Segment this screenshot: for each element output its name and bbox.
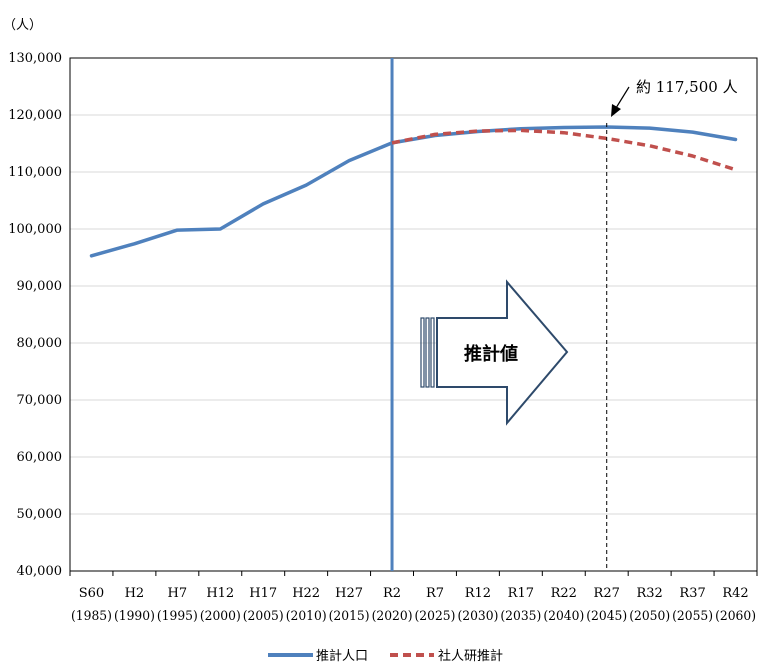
series-line bbox=[391, 128, 737, 172]
projection-arrow: 推計値 bbox=[420, 279, 569, 426]
x-tick-year: (2035) bbox=[500, 609, 541, 624]
peak-label: 約 117,500 人 bbox=[636, 78, 738, 96]
arrow-label: 推計値 bbox=[464, 343, 518, 365]
series-lines bbox=[89, 125, 738, 258]
y-tick-label: 90,000 bbox=[17, 279, 63, 294]
x-tick-label: S60 bbox=[79, 586, 104, 601]
legend-label: 社人研推計 bbox=[438, 648, 503, 662]
y-tick-label: 70,000 bbox=[17, 393, 63, 408]
legend: 推計人口 社人研推計 bbox=[268, 648, 503, 662]
x-tick-label: R22 bbox=[551, 586, 577, 601]
x-tick-label: H22 bbox=[292, 586, 320, 601]
arrow-stripe bbox=[425, 317, 430, 388]
legend-label: 推計人口 bbox=[316, 648, 368, 662]
x-tick-label: H27 bbox=[335, 586, 363, 601]
y-tick-label: 120,000 bbox=[8, 108, 62, 123]
y-tick-label: 80,000 bbox=[17, 336, 63, 351]
arrow-stripe bbox=[420, 317, 425, 388]
y-axis-ticks: 40,000 50,000 60,000 70,000 80,000 90,000 100,… bbox=[8, 51, 62, 579]
x-tick-year: (2060) bbox=[715, 609, 756, 624]
x-tick-label: R32 bbox=[636, 586, 662, 601]
x-tick-year: (2015) bbox=[329, 609, 370, 624]
peak-pointer bbox=[615, 86, 630, 109]
x-tick-label: H17 bbox=[249, 586, 277, 601]
x-tick-year: (2020) bbox=[372, 609, 413, 624]
plot-frame bbox=[69, 57, 758, 572]
y-tick-label: 50,000 bbox=[17, 507, 63, 522]
x-tick-year: (2000) bbox=[200, 609, 241, 624]
x-tick-year: (2005) bbox=[243, 609, 284, 624]
x-tick-label: H12 bbox=[206, 586, 234, 601]
peak-annotation: 約 117,500 人 bbox=[606, 78, 738, 571]
y-tick-label: 60,000 bbox=[17, 450, 63, 465]
series-line bbox=[89, 125, 738, 258]
arrow-stripe bbox=[430, 317, 435, 388]
gridlines bbox=[70, 114, 757, 515]
x-tick-year: (1985) bbox=[71, 609, 112, 624]
arrow-body bbox=[436, 279, 569, 426]
x-tick-year: (2025) bbox=[415, 609, 456, 624]
y-tick-label: 40,000 bbox=[17, 564, 63, 579]
x-tick-label: R27 bbox=[594, 586, 620, 601]
y-tick-label: 110,000 bbox=[8, 165, 62, 180]
x-tick-label: R12 bbox=[465, 586, 491, 601]
x-tick-label: R7 bbox=[426, 586, 444, 601]
x-tick-label: H7 bbox=[168, 586, 188, 601]
x-tick-year: (2010) bbox=[286, 609, 327, 624]
x-tick-year: (1995) bbox=[157, 609, 198, 624]
plot-border bbox=[69, 57, 758, 572]
y-tick-label: 130,000 bbox=[8, 51, 62, 66]
x-tick-label: R42 bbox=[722, 586, 748, 601]
x-tick-year: (2050) bbox=[629, 609, 670, 624]
x-tick-label: H2 bbox=[125, 586, 145, 601]
x-tick-year: (2045) bbox=[586, 609, 627, 624]
x-tick-year: (2030) bbox=[457, 609, 498, 624]
x-tick-year: (2055) bbox=[672, 609, 713, 624]
x-tick-label: R37 bbox=[679, 586, 705, 601]
y-tick-label: 100,000 bbox=[8, 222, 62, 237]
peak-pointer-head bbox=[611, 104, 621, 117]
x-tick-year: (2040) bbox=[543, 609, 584, 624]
y-axis-unit-label: （人） bbox=[3, 18, 42, 33]
x-axis-ticks: S60 (1985) H2 (1990) H7 (1995) H12 (2000) H17 (20… bbox=[69, 571, 758, 624]
x-tick-year: (1990) bbox=[114, 609, 155, 624]
x-tick-label: R2 bbox=[383, 586, 401, 601]
x-tick-label: R17 bbox=[508, 586, 534, 601]
